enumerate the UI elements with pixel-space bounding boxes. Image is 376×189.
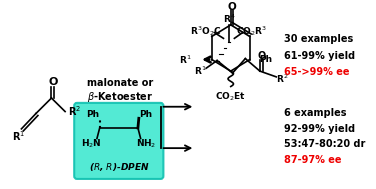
Text: R$^1$: R$^1$ [12,129,26,143]
Text: 87-97% ee: 87-97% ee [285,155,342,165]
Text: Ph: Ph [259,55,272,64]
Text: CO$_2$R$^3$: CO$_2$R$^3$ [236,24,267,38]
Text: H$_2$N: H$_2$N [81,137,102,149]
Text: 30 examples: 30 examples [285,34,354,44]
Text: ($R$, $R$)-DPEN: ($R$, $R$)-DPEN [88,161,149,173]
Text: O: O [228,2,237,12]
Text: Ph: Ph [86,110,99,119]
Text: 53:47-80:20 dr: 53:47-80:20 dr [285,139,366,149]
FancyBboxPatch shape [74,103,164,179]
Text: malonate or: malonate or [86,78,153,88]
Text: 6 examples: 6 examples [285,108,347,119]
Text: 92-99% yield: 92-99% yield [285,124,356,134]
Text: R$^4$: R$^4$ [223,13,235,25]
Text: R$^2$: R$^2$ [276,73,289,85]
Text: O: O [257,51,265,61]
Text: NH$_2$: NH$_2$ [136,137,156,149]
Text: R$^1$: R$^1$ [179,53,192,66]
Text: R$^2$: R$^2$ [68,105,81,119]
Text: R$^1$: R$^1$ [194,65,206,77]
Text: R$^3$O$_2$C: R$^3$O$_2$C [190,24,221,38]
Text: O: O [48,77,58,87]
Text: 65->99% ee: 65->99% ee [285,67,350,77]
Text: 61-99% yield: 61-99% yield [285,51,356,61]
Text: Ph: Ph [139,110,153,119]
Text: $\beta$-Ketoester: $\beta$-Ketoester [86,90,153,104]
Text: CO$_2$Et: CO$_2$Et [215,90,246,103]
